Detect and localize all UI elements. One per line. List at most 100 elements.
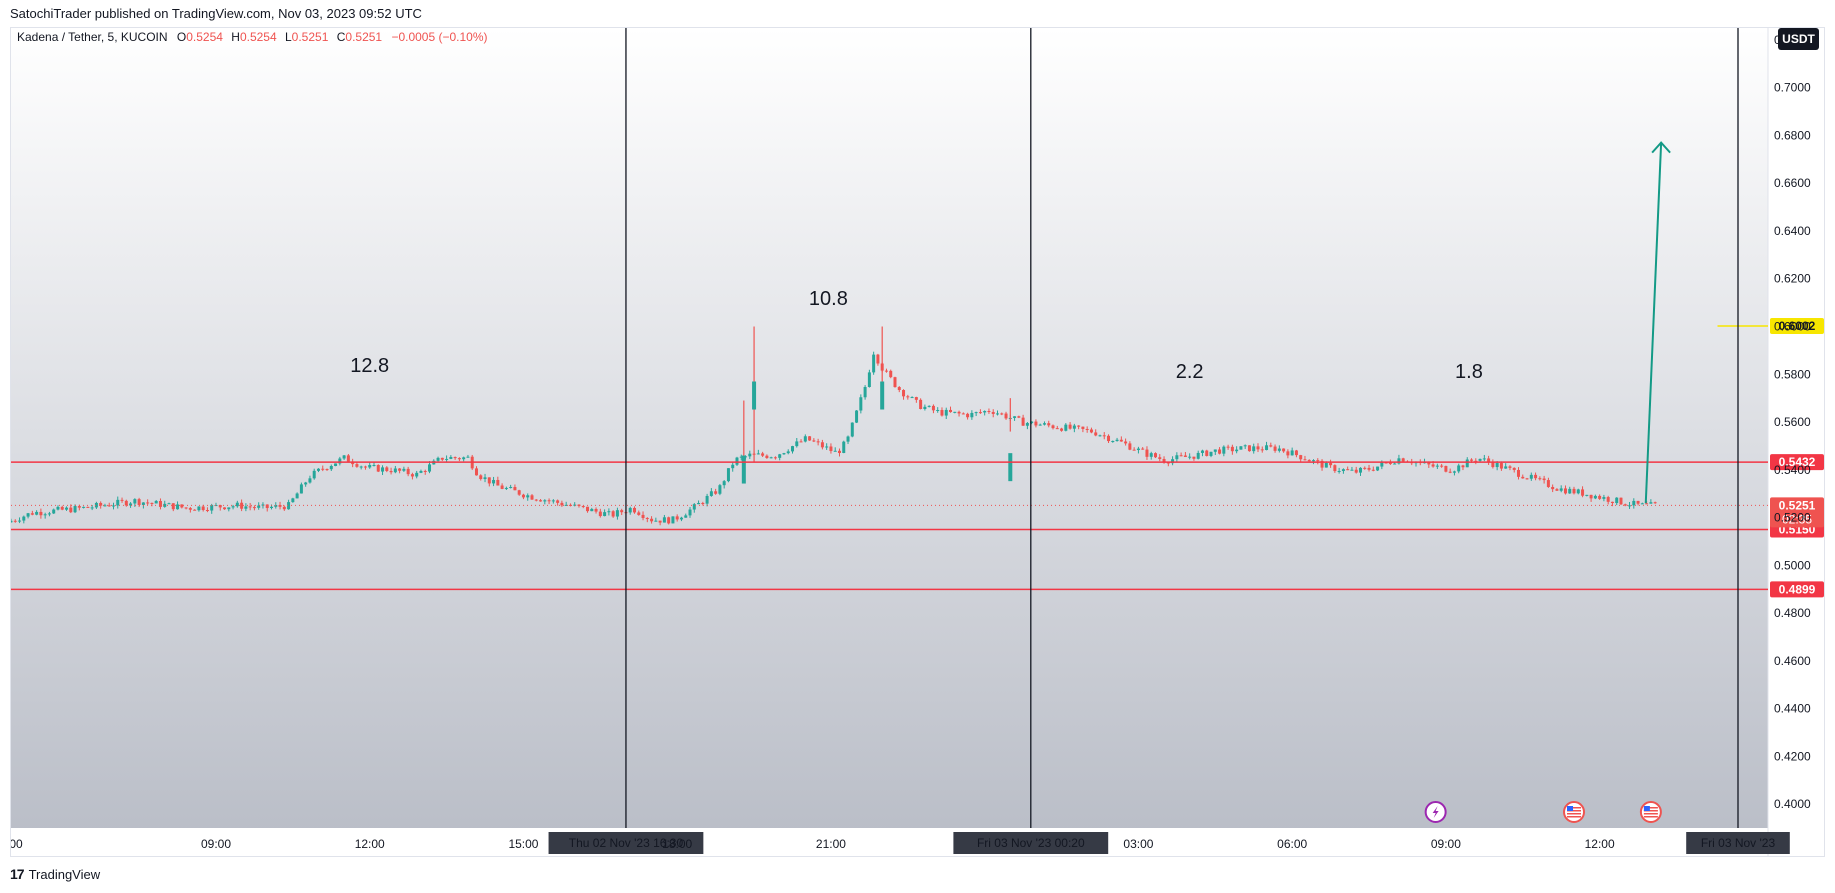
candle-body: [372, 465, 376, 467]
candle-body: [778, 454, 782, 458]
price-tick-label: 0.4800: [1774, 606, 1811, 620]
candle-body: [547, 500, 551, 502]
candle-body: [82, 506, 86, 508]
last-price-tag: [1770, 497, 1824, 528]
candle-body: [1038, 424, 1042, 426]
candle-body: [1000, 413, 1004, 415]
candle-body: [295, 493, 299, 499]
candle-body: [325, 469, 329, 471]
candle-body: [1107, 435, 1111, 442]
time-axis[interactable]: 6:00 09:00 12:00 15:00 18:00 21:00 03:00 06:00 0…: [11, 837, 1615, 851]
candle-body: [381, 467, 385, 472]
candle-body: [1213, 449, 1217, 452]
candle-body: [1376, 466, 1380, 471]
candle-body: [60, 506, 64, 510]
candle-body: [620, 510, 624, 513]
candle-body: [77, 506, 81, 508]
candle-body: [287, 502, 291, 510]
arrow-group: [1644, 141, 1671, 504]
footer-brand[interactable]: 17 TradingView: [10, 866, 100, 882]
vertical-marker-label: Fri 03 Nov '23: [1701, 836, 1776, 850]
annotation-text: 2.2: [1176, 361, 1204, 383]
candle-body: [1128, 443, 1132, 450]
candle-body: [671, 516, 675, 524]
candle-body: [274, 505, 278, 507]
candle-body: [278, 505, 282, 507]
spike-body: [752, 381, 757, 410]
candle-body: [1363, 467, 1367, 469]
candle-body: [1312, 460, 1316, 462]
trend-arrow-head: [1651, 141, 1671, 154]
candle-body: [1111, 441, 1115, 443]
candle-body: [462, 457, 466, 460]
candle-body: [1149, 453, 1153, 457]
candle-body: [73, 506, 77, 513]
candle-body: [1529, 474, 1533, 479]
currency-badge[interactable]: USDT: [1778, 28, 1819, 50]
candle-body: [1470, 459, 1474, 461]
candle-body: [368, 465, 372, 468]
last-price-label: 0.5251: [1779, 498, 1816, 512]
candle-body: [1397, 458, 1401, 464]
candle-body: [769, 457, 773, 459]
candle-body: [961, 413, 965, 415]
candle-body: [13, 520, 17, 522]
candle-body: [428, 464, 432, 472]
price-tick-label: 0.7000: [1774, 81, 1811, 95]
candle-body: [406, 468, 410, 475]
candle-body: [645, 518, 649, 520]
flag-canton: [1643, 806, 1650, 811]
candle-body: [1055, 428, 1059, 430]
candle-body: [1393, 463, 1397, 465]
legend-close: 0.5251: [345, 30, 382, 44]
candle-body: [1427, 462, 1431, 465]
chart-area[interactable]: 0.5432 0.5150 0.4899 0.6002 0.5251 02:35 Thu …: [10, 27, 1825, 857]
candle-body: [812, 440, 816, 442]
svg-text:Kadena / Tether, 5, KUCOIN: Kadena / Tether, 5, KUCOIN O0.5254 H0.52…: [17, 30, 488, 44]
price-axis-background: [1768, 28, 1824, 856]
candle-body: [1171, 459, 1175, 464]
candle-body: [261, 504, 265, 506]
candle-body: [137, 499, 141, 505]
countdown-label: 02:35: [1782, 512, 1812, 526]
tradingview-logo-icon: 17: [10, 866, 25, 882]
candle-body: [1243, 445, 1247, 447]
candle-body: [1290, 450, 1294, 456]
candle-body: [133, 499, 137, 504]
candle-body: [1576, 489, 1580, 494]
candle-body: [756, 453, 760, 455]
candle-body: [1081, 426, 1085, 429]
candle-body: [765, 455, 769, 458]
flag-stripe: [1567, 810, 1582, 812]
candle-body: [833, 450, 837, 452]
candle-body: [1563, 488, 1567, 494]
candle-body: [1499, 463, 1503, 469]
candle-body: [158, 500, 162, 507]
price-tick-label: 0.6000: [1774, 320, 1811, 334]
candle-body: [628, 507, 632, 513]
lightning-icon-glyph: [1432, 806, 1439, 818]
candle-body: [1051, 425, 1055, 429]
candle-body: [440, 457, 444, 460]
candle-body: [611, 511, 615, 517]
candle-body: [1320, 460, 1324, 468]
candle-body: [445, 458, 449, 460]
time-tick-label: 21:00: [816, 837, 846, 851]
price-tick-label: 0.5600: [1774, 415, 1811, 429]
candle-body: [782, 453, 786, 455]
candle-body: [897, 387, 901, 391]
candle-body: [773, 457, 777, 459]
candle-body: [910, 397, 914, 399]
price-tick-label: 0.5200: [1774, 511, 1811, 525]
candle-body: [26, 513, 30, 517]
legend-low-label: L: [285, 30, 292, 44]
candle-body: [111, 505, 115, 507]
price-tick-label: 0.5000: [1774, 558, 1811, 572]
candle-body: [1606, 497, 1610, 502]
annotations-group: 12.8 10.8 2.2 1.8: [350, 288, 1483, 383]
target-price-label: 0.6002: [1779, 319, 1816, 333]
candle-body: [995, 413, 999, 415]
candle-body: [739, 456, 743, 458]
